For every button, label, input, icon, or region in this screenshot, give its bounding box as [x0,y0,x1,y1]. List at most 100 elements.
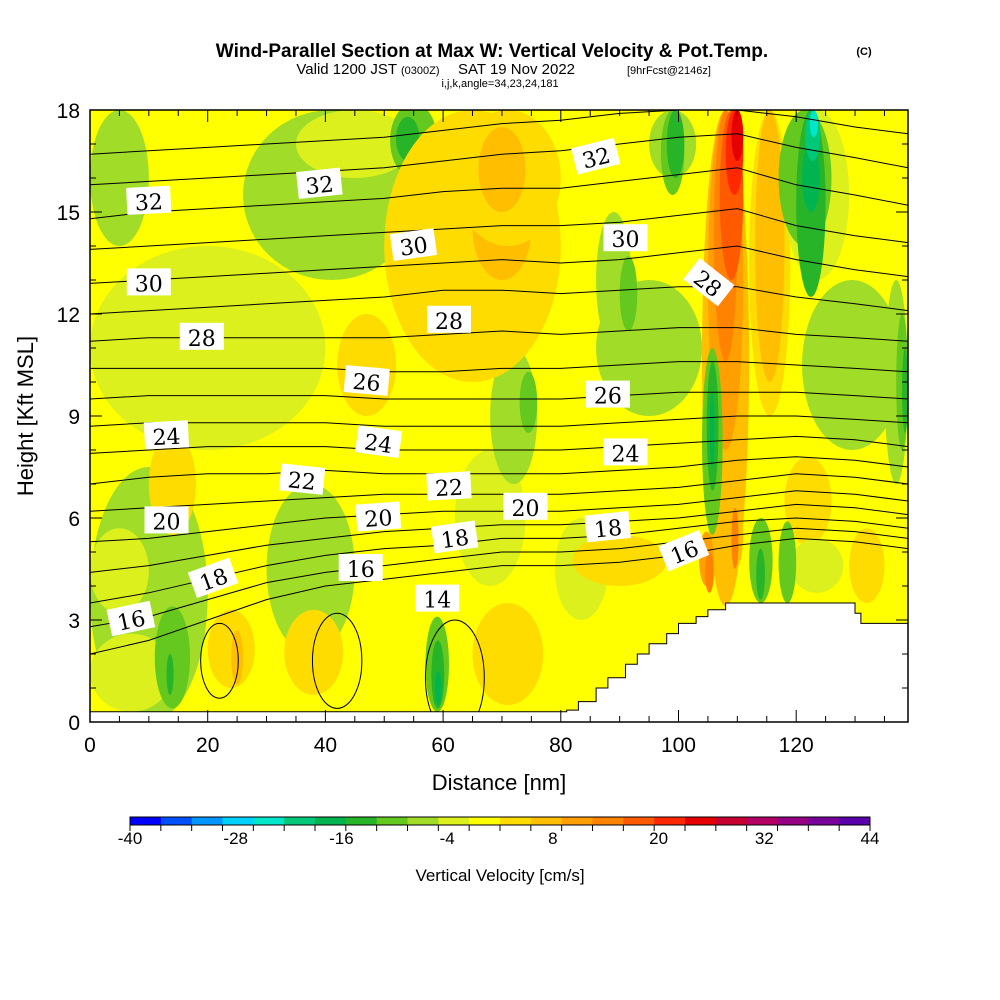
contour-label: 26 [343,365,390,397]
colorbar-tick-label: 32 [755,829,774,848]
colorbar-swatch [469,817,501,825]
colorbar-swatch [746,817,778,825]
y-tick-label: 6 [68,508,80,531]
y-axis-label: Height [Kft MSL] [13,336,38,496]
velocity-fill-cell [90,528,149,614]
colorbar-swatch [315,817,347,825]
theta-contour-line [90,110,908,155]
x-tick-label: 40 [314,734,337,757]
colorbar-swatch [654,817,686,825]
theta-contour-line [90,167,908,220]
colorbar-swatch [592,817,624,825]
y-tick-label: 9 [68,406,80,429]
velocity-fill-cell [154,606,191,709]
colorbar-tick-label: 44 [861,829,880,848]
colorbar-tick-label: -4 [440,829,455,848]
velocity-fill-cell [756,548,765,600]
velocity-fill-cell [914,688,920,722]
theta-contour-loop [311,612,363,709]
colorbar-swatch [808,817,840,825]
velocity-fill-cell [704,552,714,593]
contour-label-text: 16 [115,606,148,636]
velocity-fill-cell [266,484,355,654]
contour-label-text: 14 [423,589,451,614]
valid-date: SAT 19 Nov 2022 [458,61,575,78]
x-tick-label: 60 [431,734,454,757]
contour-label: 24 [143,420,190,451]
contour-label: 22 [278,463,326,496]
velocity-fill-cell [295,110,414,178]
velocity-fill-cell [754,110,785,382]
colorbar-swatch [530,817,563,825]
x-tick-label: 100 [661,734,696,757]
colorbar-swatch [284,817,316,825]
contour-label: 18 [431,520,479,554]
velocity-fill-cell [472,603,544,705]
velocity-fill-cell [619,256,638,331]
colorbar-swatch [623,817,655,825]
contour-label: 22 [426,471,472,502]
contour-label: 16 [106,600,156,637]
contour-label-text: 18 [593,516,623,544]
velocity-fill-cell [790,538,844,593]
colorbar-swatch [438,817,470,825]
colorbar-swatch [407,817,439,825]
colorbar-swatch [685,817,717,825]
velocity-fill-cell [709,392,715,467]
colorbar-swatch [345,817,378,825]
contour-label: 28 [179,322,224,352]
velocity-fill-cell [478,127,526,212]
colorbar-tick-label: 8 [548,829,557,848]
theta-contour-loop [200,622,239,699]
contour-label-text: 22 [287,468,317,496]
velocity-fill-cell [231,630,244,685]
velocity-fill-cell [207,609,255,689]
copyright-mark: (C) [856,46,872,58]
theta-contour-line [90,490,908,543]
contour-label: 32 [126,185,172,217]
velocity-fill-cell [90,633,173,712]
valid-time-zulu: (0300Z) [401,65,440,77]
velocity-fill-cell [849,528,885,603]
contour-label-text: 24 [363,430,394,459]
valid-time-prefix: Valid 1200 JST [296,61,397,78]
velocity-fill-cell [666,110,685,178]
velocity-fill-cell [434,671,442,705]
velocity-fill-cell [731,110,744,161]
theta-contour-line [90,503,908,573]
contour-label: 20 [144,506,189,535]
velocity-fill-cell [809,110,818,138]
x-axis-label: Distance [nm] [432,770,567,795]
terrain-profile [90,602,908,722]
theta-contour-line [90,537,908,655]
contour-label: 26 [585,380,630,410]
contour-label: 16 [658,529,710,572]
forecast-tag: [9hrFcst@2146z] [627,65,711,77]
colorbar-swatch [839,817,871,825]
contour-label-text: 32 [134,190,163,216]
contour-label-text: 20 [364,506,394,533]
velocity-fill-cell [166,654,174,695]
contour-label: 28 [683,258,735,307]
velocity-fill-cell [802,144,820,212]
contour-label: 14 [415,584,460,614]
contour-label-text: 26 [594,385,622,410]
colorbar-swatch [222,817,254,825]
theta-contour-line [90,208,908,250]
contour-label: 30 [126,268,171,297]
colorbar-tick-label: -28 [223,829,248,848]
colorbar-swatch [130,817,162,825]
velocity-fill-cell [572,535,667,586]
y-tick-label: 0 [68,712,80,735]
contour-label-text: 16 [347,558,375,583]
contour-label-text: 28 [435,310,463,335]
velocity-fill-cell [784,456,832,546]
theta-contour-line [90,456,908,485]
theta-contour-line [90,415,908,427]
colorbar-tick-label: -16 [329,829,354,848]
theta-contour-line [90,391,908,400]
contour-label: 30 [389,228,438,262]
contour-label-text: 26 [351,370,381,397]
x-tick-label: 0 [84,734,96,757]
